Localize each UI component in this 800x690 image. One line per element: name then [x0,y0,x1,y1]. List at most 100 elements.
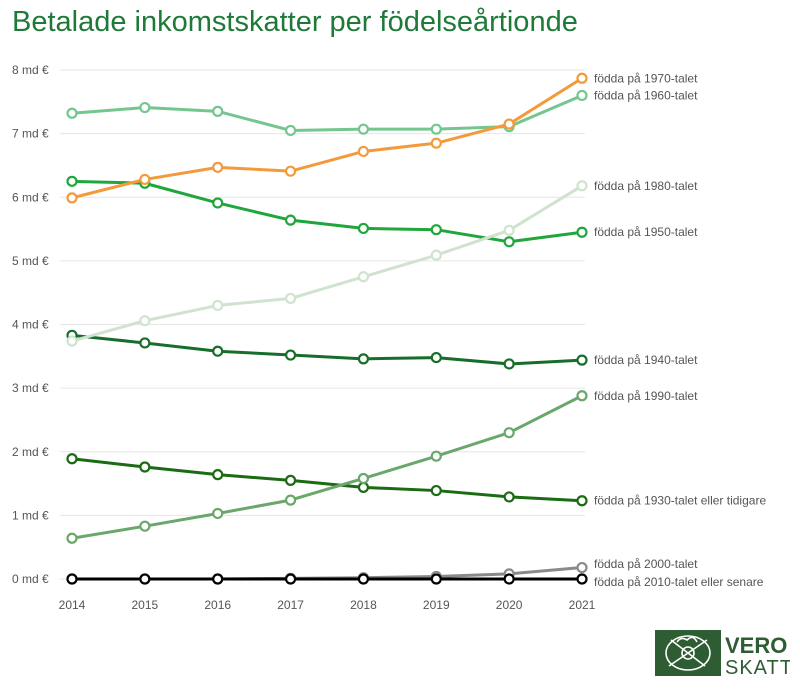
data-point [576,573,588,585]
series-path [71,77,583,200]
x-tick-label: 2015 [132,598,159,612]
series-line [66,180,588,347]
data-point [212,345,224,357]
data-point [576,89,588,102]
y-axis-ticks: 0 md € 1 md € 2 md € 3 md € 4 md € 5 md € 6 md… [12,63,49,586]
data-point [357,145,370,158]
series-label: födda på 1990-talet [594,389,698,403]
series-label: födda på 2000-talet [594,557,698,571]
data-point [212,573,224,585]
data-point [576,561,588,574]
data-point [503,236,515,248]
series-path [71,333,583,366]
data-point [503,224,515,236]
x-tick-label: 2018 [350,598,377,612]
series-line [66,72,588,204]
data-point [503,427,515,439]
data-point [284,494,297,506]
data-point [212,161,224,173]
y-tick-label: 0 md € [12,572,49,586]
data-point [357,123,370,135]
data-point [576,180,588,192]
data-point [503,491,515,503]
data-point [284,349,297,361]
data-point [66,532,78,544]
data-point [66,335,78,347]
data-point [284,474,297,486]
data-point [576,354,588,366]
data-point [212,507,224,520]
series-lines [66,72,588,585]
data-point [576,495,588,507]
series-path [71,184,583,343]
data-point [430,123,442,135]
data-point [503,118,515,130]
data-point [357,472,370,485]
y-tick-label: 3 md € [12,381,49,395]
y-tick-label: 5 md € [12,254,49,268]
data-point [284,165,297,177]
data-point [357,353,370,365]
data-point [66,192,78,204]
data-point [284,214,297,226]
x-tick-label: 2016 [204,598,231,612]
series-label: födda på 1950-talet [594,225,698,239]
series-label: födda på 1960-talet [594,88,698,102]
series-label: födda på 1980-talet [594,179,698,193]
data-point [284,292,297,305]
series-label: födda på 1930-talet eller tidigare [594,494,766,508]
series-line [66,453,588,507]
data-point [139,461,151,473]
data-point [357,222,370,235]
data-point [212,105,224,117]
series-label: födda på 2010-talet eller senare [594,575,764,589]
y-tick-label: 2 md € [12,445,49,459]
y-tick-label: 6 md € [12,190,49,204]
series-line [66,573,588,585]
data-point [430,137,442,149]
data-point [430,484,442,497]
data-point [66,175,78,187]
data-point [212,197,224,209]
data-point [139,337,151,349]
series-labels: födda på 1930-talet eller tidigare födda … [594,71,766,589]
data-point [576,72,588,84]
data-point [284,573,297,585]
data-point [139,520,151,532]
data-point [66,453,78,465]
data-point [576,226,588,238]
data-point [576,390,588,402]
series-line [66,329,588,370]
data-point [139,173,151,186]
series-path [71,394,583,540]
data-point [503,573,515,585]
x-tick-label: 2020 [496,598,523,612]
gridlines [60,69,585,580]
series-label: födda på 1940-talet [594,353,698,367]
x-tick-label: 2019 [423,598,450,612]
x-tick-label: 2014 [59,598,86,612]
data-point [212,299,224,312]
data-point [503,358,515,370]
series-path [71,457,583,503]
data-point [284,124,297,137]
logo-emblem-pattern [665,635,711,671]
data-point [357,271,370,283]
data-point [66,107,78,119]
x-tick-label: 2021 [569,598,596,612]
logo-text-vero: VERO [725,633,787,658]
data-point [430,224,442,236]
y-tick-label: 1 md € [12,508,49,522]
vero-skatt-logo: VERO SKATT [655,628,792,679]
series-line [66,390,588,544]
data-point [139,315,151,327]
data-point [357,481,370,493]
data-point [430,351,442,364]
data-point [357,573,370,585]
data-point [139,573,151,585]
x-tick-label: 2017 [277,598,304,612]
logo-text-skatt: SKATT [725,657,790,678]
chart-title: Betalade inkomstskatter per födelseårtio… [12,6,578,38]
data-point [139,101,151,114]
